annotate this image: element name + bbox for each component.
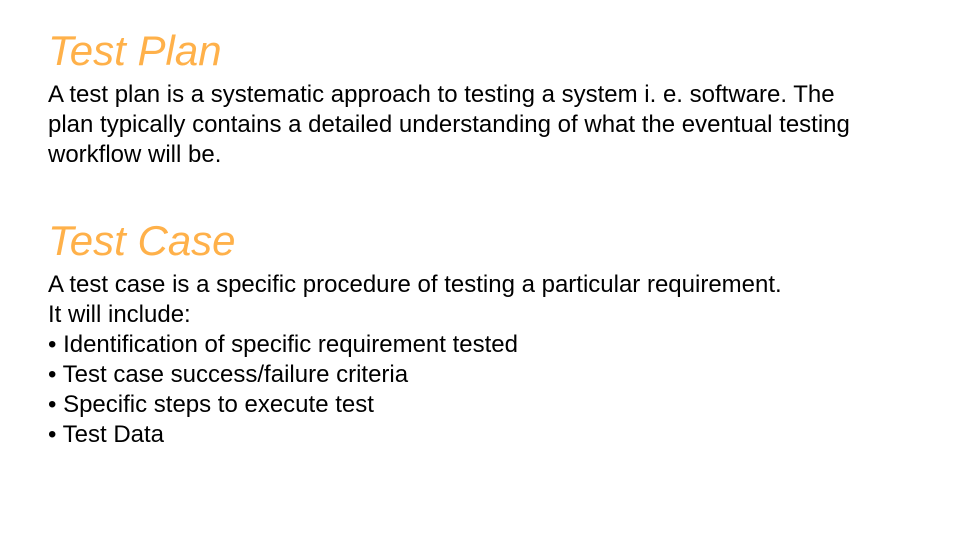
test-case-intro-1: A test case is a specific procedure of t… xyxy=(48,270,868,300)
test-case-bullet: • Test case success/failure criteria xyxy=(48,360,868,390)
body-test-case: A test case is a specific procedure of t… xyxy=(48,270,868,450)
test-case-intro-2: It will include: xyxy=(48,300,868,330)
slide: Test Plan A test plan is a systematic ap… xyxy=(0,0,960,540)
test-case-bullet: • Specific steps to execute test xyxy=(48,390,868,420)
test-case-bullet: • Identification of specific requirement… xyxy=(48,330,868,360)
body-test-plan: A test plan is a systematic approach to … xyxy=(48,80,868,170)
heading-test-case: Test Case xyxy=(48,218,912,264)
heading-test-plan: Test Plan xyxy=(48,28,912,74)
test-case-bullet: • Test Data xyxy=(48,420,868,450)
